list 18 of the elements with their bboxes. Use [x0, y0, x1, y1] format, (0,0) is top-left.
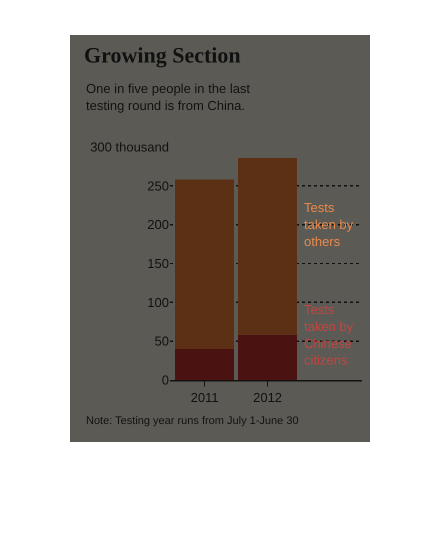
y-tick-label: 250: [147, 178, 169, 194]
y-tick-label: 100: [147, 294, 169, 310]
text: Note: Testing year runs from July 1-June 30: [86, 415, 299, 427]
bar: [238, 158, 298, 335]
y-tick-label: 50: [154, 334, 169, 349]
chart-title: Growing Section: [84, 42, 241, 68]
y-tick-label: 300 thousand: [90, 140, 169, 155]
y-tick-label: 0: [162, 372, 169, 388]
bar: [238, 334, 298, 380]
chart-subtitle: One in five people in the last testing round is from China.: [86, 81, 250, 113]
x-tick-label: 2012: [253, 390, 282, 406]
y-tick-label: 200: [147, 217, 169, 232]
series-label: Tests taken by Chinese citizens: [304, 302, 354, 368]
y-tick-label: 150: [147, 256, 169, 272]
x-tick-label: 2011: [190, 390, 219, 406]
bar: [175, 348, 234, 380]
series-label: Tests taken by others: [304, 200, 354, 249]
bar: [175, 180, 234, 349]
